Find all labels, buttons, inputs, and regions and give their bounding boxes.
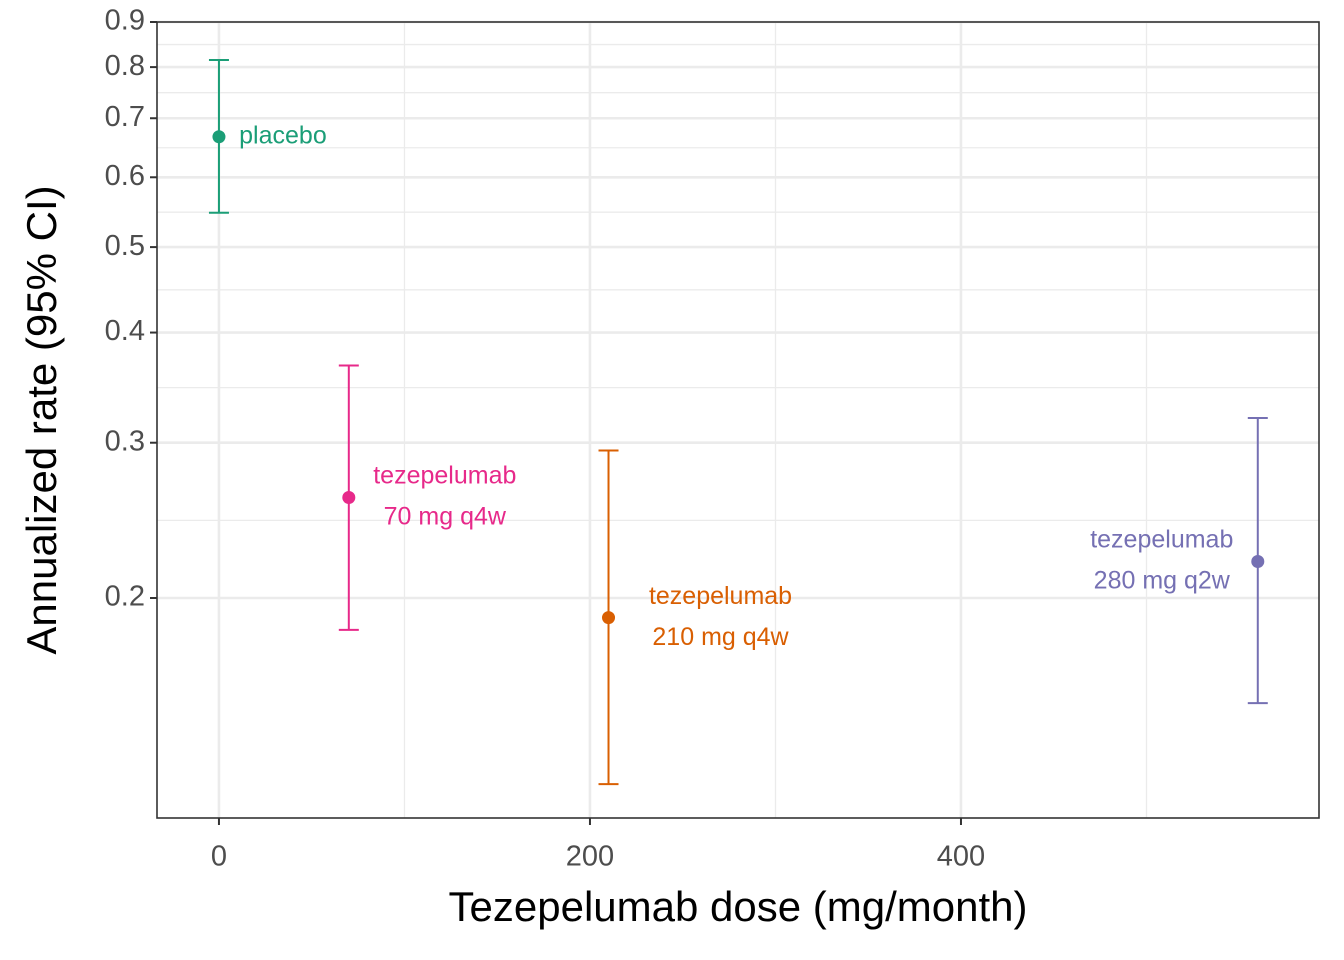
point bbox=[602, 611, 616, 625]
point bbox=[212, 130, 226, 144]
y-tick-label: 0.8 bbox=[105, 50, 145, 82]
y-tick-label: 0.2 bbox=[105, 581, 145, 613]
y-tick-label: 0.9 bbox=[105, 5, 145, 37]
point bbox=[1251, 554, 1265, 568]
point-label: tezepelumab bbox=[1090, 526, 1233, 554]
point-label: placebo bbox=[239, 121, 327, 149]
y-tick-label: 0.3 bbox=[105, 425, 145, 457]
point-label: 210 mg q4w bbox=[652, 623, 789, 651]
x-axis-title: Tezepelumab dose (mg/month) bbox=[449, 883, 1028, 930]
panel-border bbox=[156, 21, 1320, 819]
point bbox=[342, 491, 356, 505]
x-tick-label: 200 bbox=[566, 841, 614, 873]
point-label: 70 mg q4w bbox=[384, 503, 507, 531]
y-tick-label: 0.6 bbox=[105, 160, 145, 192]
point-label: 280 mg q2w bbox=[1094, 567, 1231, 595]
y-tick-label: 0.5 bbox=[105, 230, 145, 262]
y-axis-title: Annualized rate (95% CI) bbox=[18, 185, 65, 654]
y-tick-label: 0.4 bbox=[105, 315, 145, 347]
x-tick-label: 0 bbox=[211, 841, 227, 873]
y-tick-label: 0.7 bbox=[105, 101, 145, 133]
point-label: tezepelumab bbox=[649, 582, 792, 610]
point-label: tezepelumab bbox=[373, 462, 516, 490]
x-tick-label: 400 bbox=[937, 841, 985, 873]
